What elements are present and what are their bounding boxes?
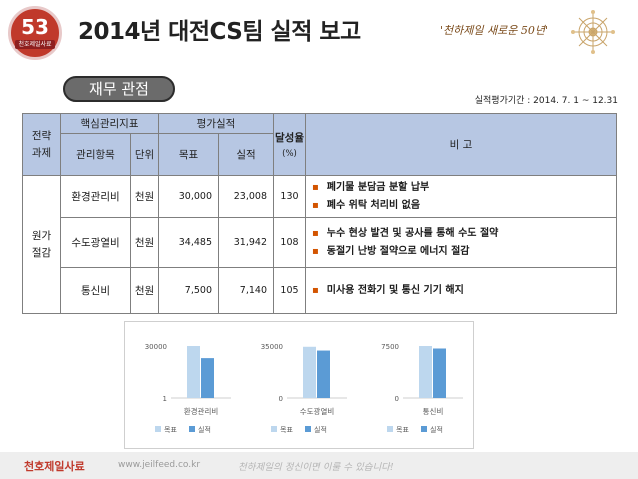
legend-swatch [421,426,427,432]
row-unit: 천원 [130,217,159,268]
bar-실적 [433,348,446,398]
row-item: 수도광열비 [60,217,131,268]
row-remarks: ▪ 폐기물 분담금 분할 납부 ▪ 폐수 위탁 처리비 없음 [305,175,617,218]
row-target: 30,000 [158,175,219,218]
row-actual: 31,942 [218,217,274,268]
legend-swatch [155,426,161,432]
performance-table: 전략 과제 핵심관리지표 평가실적 달성율 (%) 비 고 관리항목 단위 목표… [22,113,617,314]
y-tick-label: 0 [395,395,399,403]
y-tick-label: 30000 [145,343,167,351]
remark-text: 폐기물 분담금 분할 납부 [326,181,430,193]
legend-label: 실적 [198,425,211,434]
remark-text: 누수 현상 발견 및 공사를 통해 수도 절약 [326,227,499,239]
page-title: 2014년 대전CS팀 실적 보고 [78,19,361,45]
evaluation-period: 실적평가기간 : 2014. 7. 1 ~ 12.31 [474,96,618,106]
bar-실적 [317,350,330,398]
legend-label: 실적 [430,425,443,434]
bullet-icon: ▪ [312,284,319,296]
footer-motto: 천하제일의 정신이면 이룰 수 있습니다! [238,462,394,473]
footer: 천호제일사료 www.jeilfeed.co.kr 천하제일의 정신이면 이룰 … [0,452,638,479]
row-item: 환경관리비 [60,175,131,218]
legend-label: 목표 [280,426,293,434]
slogan: '천하제일 새로운 50년' [440,24,548,37]
logo-number: 53 [21,15,49,39]
section-badge: 재무 관점 [63,76,175,102]
header-rate-unit: (%) [282,149,297,159]
bullet-icon: ▪ [312,181,319,193]
row-unit: 천원 [130,175,159,218]
header-rate-label: 달성율 [275,132,304,144]
table-row: 원가 절감 환경관리비 천원 30,000 23,008 130 ▪ 폐기물 분담… [22,175,617,314]
x-tick-label: 환경관리비 [184,406,219,416]
y-tick-label: 1 [163,395,167,403]
footer-url: www.jeilfeed.co.kr [118,460,201,470]
header-actual: 실적 [218,133,274,176]
legend-label: 목표 [396,426,409,434]
row-rate: 105 [273,267,306,314]
header-core-kpi: 핵심관리지표 [60,113,159,134]
header-remarks: 비 고 [305,113,617,176]
row-rate: 130 [273,175,306,218]
header-target: 목표 [158,133,219,176]
row-remarks: ▪ 누수 현상 발견 및 공사를 통해 수도 절약 ▪ 동절기 난방 절약으로 에너… [305,217,617,268]
remark-text: 동절기 난방 절약으로 에너지 절감 [326,245,470,257]
legend-swatch [387,426,393,432]
group-cost-reduction: 원가 절감 [22,175,61,314]
bar-목표 [303,346,316,398]
row-actual: 7,140 [218,267,274,314]
x-tick-label: 통신비 [423,407,444,416]
header-strategy-task: 전략 과제 [22,113,61,176]
legend-label: 목표 [164,426,177,434]
bar-실적 [201,358,214,398]
y-tick-label: 0 [279,395,283,403]
remark-text: 미사용 전화기 및 통신 기기 해지 [326,284,464,296]
row-target: 34,485 [158,217,219,268]
bar-목표 [187,346,200,398]
legend-swatch [189,426,195,432]
table-row: 수도광열비 천원 34,485 31,942 108 ▪ 누수 현상 발견 및 공… [23,217,617,268]
row-rate: 108 [273,217,306,268]
row-actual: 23,008 [218,175,274,218]
bullet-icon: ▪ [312,227,319,239]
header-evaluation: 평가실적 [158,113,274,134]
remark-text: 폐수 위탁 처리비 없음 [326,199,421,211]
row-unit: 천원 [130,267,159,314]
bullet-icon: ▪ [312,245,319,257]
legend-swatch [271,426,277,432]
y-tick-label: 7500 [381,343,399,351]
header-rate: 달성율 (%) [273,113,306,176]
row-remarks: ▪ 미사용 전화기 및 통신 기기 해지 [305,267,617,314]
footer-brand: 천호제일사료 [24,460,85,473]
legend-label: 실적 [314,425,327,434]
header-unit: 단위 [130,133,159,176]
bullet-icon: ▪ [312,199,319,211]
row-target: 7,500 [158,267,219,314]
company-logo: 53 천호제일사료 [8,6,62,60]
legend-swatch [305,426,311,432]
y-tick-label: 35000 [261,343,283,351]
flower-decoration-icon [571,10,615,54]
header-item: 관리항목 [60,133,131,176]
logo-text: 천호제일사료 [15,40,55,49]
bar-목표 [419,346,432,398]
table-row: 통신비 천원 7,500 7,140 105 ▪ 미사용 전화기 및 통신 기기 … [23,267,617,314]
x-tick-label: 수도광열비 [300,406,335,416]
row-item: 통신비 [60,267,131,314]
